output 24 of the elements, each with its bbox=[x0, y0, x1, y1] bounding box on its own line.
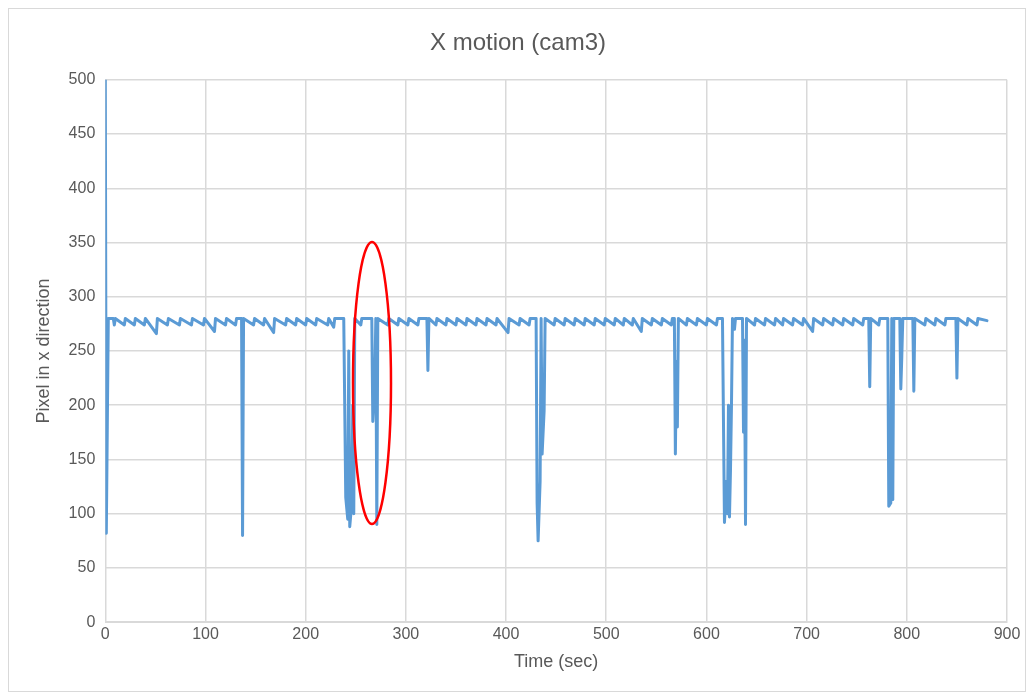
y-tick-label: 0 bbox=[86, 612, 96, 630]
y-tick-label: 400 bbox=[68, 178, 96, 196]
y-tick-label: 100 bbox=[68, 504, 96, 522]
x-tick-label: 0 bbox=[100, 625, 110, 643]
y-tick-label: 200 bbox=[68, 395, 96, 413]
y-tick-label: 500 bbox=[68, 70, 96, 88]
y-tick-label: 300 bbox=[68, 287, 96, 305]
x-tick-label: 100 bbox=[192, 625, 219, 643]
x-tick-label: 300 bbox=[392, 625, 420, 643]
x-tick-label: 800 bbox=[893, 625, 921, 643]
chart-title: X motion (cam3) bbox=[429, 28, 607, 56]
y-tick-label: 350 bbox=[68, 232, 96, 250]
y-tick-label: 50 bbox=[77, 558, 96, 576]
x-tick-label: 200 bbox=[292, 625, 320, 643]
x-tick-label: 500 bbox=[592, 625, 620, 643]
x-tick-label: 600 bbox=[693, 625, 720, 643]
y-tick-label: 450 bbox=[68, 124, 96, 142]
x-axis-title: Time (sec) bbox=[513, 651, 599, 672]
y-tick-label: 250 bbox=[68, 341, 96, 359]
x-tick-label: 400 bbox=[492, 625, 520, 643]
y-axis-title: Pixel in x direction bbox=[32, 278, 53, 424]
x-tick-label: 700 bbox=[793, 625, 821, 643]
x-tick-label: 900 bbox=[993, 625, 1021, 643]
y-tick-label: 150 bbox=[68, 449, 96, 467]
